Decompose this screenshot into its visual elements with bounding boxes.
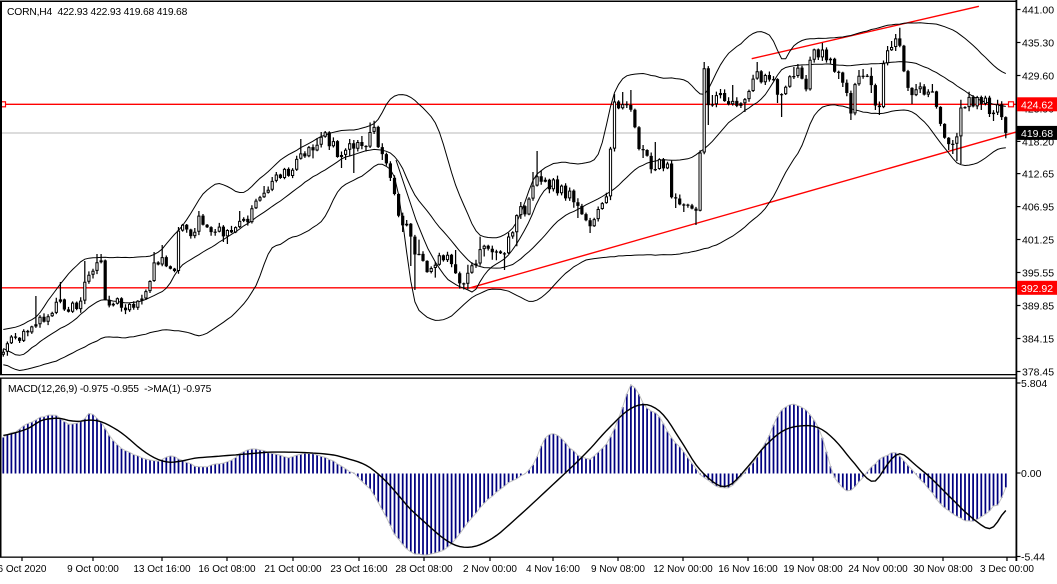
svg-text:429.60: 429.60 [1022, 71, 1054, 83]
svg-text:5.804: 5.804 [1021, 378, 1047, 390]
svg-text:12 Nov 00:00: 12 Nov 00:00 [653, 564, 713, 575]
svg-text:19 Nov 08:00: 19 Nov 08:00 [783, 564, 843, 575]
svg-text:435.30: 435.30 [1022, 38, 1054, 50]
svg-text:2 Nov 00:00: 2 Nov 00:00 [463, 564, 517, 575]
svg-text:384.15: 384.15 [1022, 334, 1054, 346]
svg-text:21 Oct 00:00: 21 Oct 00:00 [264, 564, 322, 575]
svg-text:9 Oct 00:00: 9 Oct 00:00 [67, 564, 119, 575]
svg-text:419.68: 419.68 [1021, 128, 1053, 140]
svg-text:28 Oct 08:00: 28 Oct 08:00 [395, 564, 453, 575]
svg-text:0.00: 0.00 [1021, 468, 1042, 480]
svg-text:401.25: 401.25 [1022, 235, 1054, 247]
svg-text:3 Dec 00:00: 3 Dec 00:00 [980, 564, 1034, 575]
svg-text:441.00: 441.00 [1022, 5, 1054, 17]
svg-text:-5.44: -5.44 [1021, 552, 1045, 564]
svg-text:CORN,H4 422.93 422.93 419.68: CORN,H4 422.93 422.93 419.68 419.68 [7, 7, 188, 18]
svg-text:24 Nov 00:00: 24 Nov 00:00 [848, 564, 908, 575]
svg-text:424.62: 424.62 [1021, 99, 1053, 111]
svg-text:395.55: 395.55 [1022, 268, 1054, 280]
svg-text:23 Oct 16:00: 23 Oct 16:00 [330, 564, 388, 575]
svg-text:MACD(12,26,9) -0.975 -0.955 -: MACD(12,26,9) -0.975 -0.955 ->MA(1) -0.9… [8, 384, 212, 395]
svg-text:16 Oct 08:00: 16 Oct 08:00 [198, 564, 256, 575]
svg-text:389.85: 389.85 [1022, 301, 1054, 313]
svg-text:412.65: 412.65 [1022, 169, 1054, 181]
svg-text:6 Oct 2020: 6 Oct 2020 [0, 564, 47, 575]
svg-text:4 Nov 16:00: 4 Nov 16:00 [526, 564, 580, 575]
svg-text:392.92: 392.92 [1021, 283, 1053, 295]
svg-text:16 Nov 16:00: 16 Nov 16:00 [718, 564, 778, 575]
svg-text:9 Nov 08:00: 9 Nov 08:00 [591, 564, 645, 575]
svg-text:406.95: 406.95 [1022, 202, 1054, 214]
svg-text:378.45: 378.45 [1022, 367, 1054, 379]
svg-text:30 Nov 08:00: 30 Nov 08:00 [913, 564, 973, 575]
svg-text:13 Oct 16:00: 13 Oct 16:00 [133, 564, 191, 575]
